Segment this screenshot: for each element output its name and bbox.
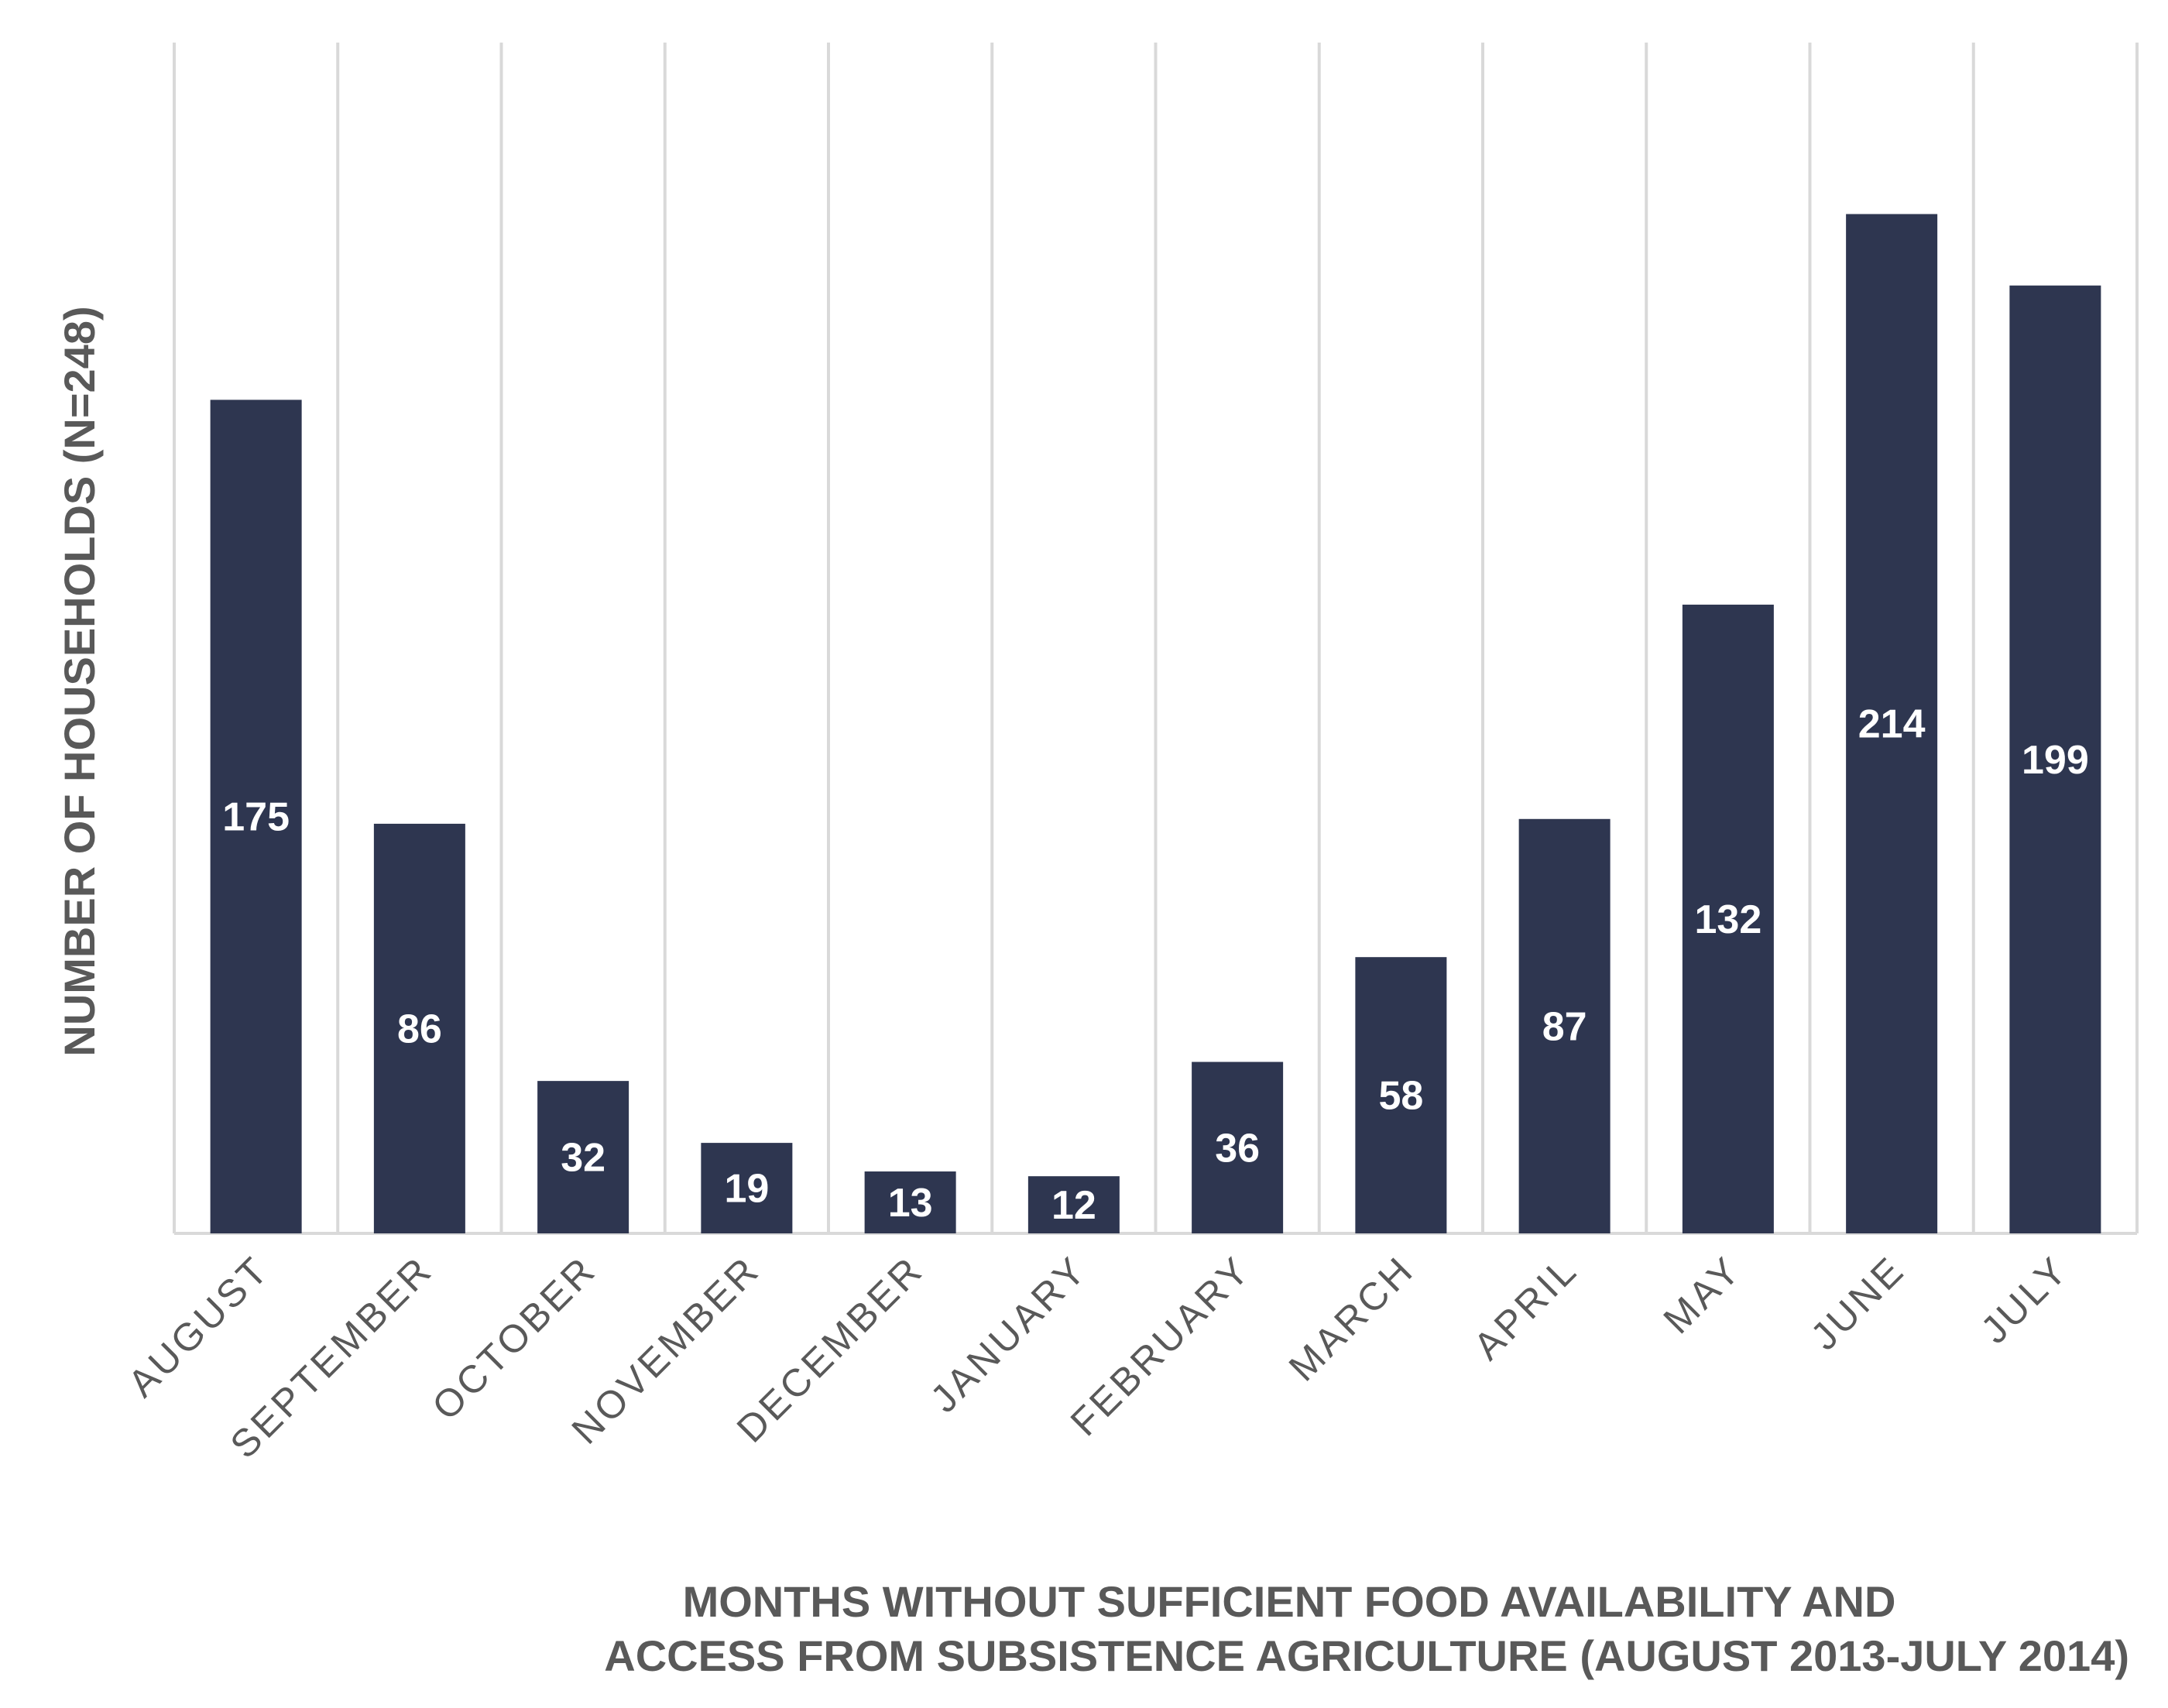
value-label-may: 132 [1694, 897, 1762, 942]
grid-lines [173, 43, 2139, 1235]
bar-november [701, 1143, 793, 1233]
bar-january [1027, 1176, 1120, 1233]
category-label-july: JULY [1972, 1247, 2077, 1352]
y-axis-title: NUMBER OF HOUSEHOLDS (N=248) [55, 306, 104, 1056]
bar-february [1192, 1061, 1284, 1233]
category-label-october: OCTOBER [424, 1247, 605, 1428]
value-label-december: 13 [888, 1181, 933, 1226]
bar-october [537, 1081, 629, 1233]
value-label-february: 36 [1215, 1126, 1260, 1171]
bar-april [1518, 818, 1611, 1233]
value-label-march: 58 [1378, 1074, 1423, 1119]
value-label-june: 214 [1858, 702, 1926, 747]
category-label-june: JUNE [1803, 1247, 1913, 1358]
x-axis-title-line-1: MONTHS WITHOUT SUFFICIENT FOOD AVAILABIL… [683, 1577, 1896, 1626]
bar-july [2009, 285, 2101, 1234]
bar-june [1846, 214, 1938, 1234]
value-label-july: 199 [2022, 738, 2089, 783]
bar-august [210, 400, 302, 1233]
bar-may [1682, 604, 1774, 1233]
value-label-april: 87 [1542, 1004, 1587, 1049]
bar-march [1355, 957, 1447, 1233]
value-label-january: 12 [1051, 1183, 1096, 1228]
value-labels: 175 86 32 19 13 12 36 58 87 132 214 199 [222, 702, 2089, 1228]
category-label-january: JANUARY [922, 1247, 1096, 1421]
bars [210, 214, 2101, 1234]
category-label-august: AUGUST [120, 1247, 278, 1405]
value-label-august: 175 [222, 795, 290, 840]
category-label-march: MARCH [1281, 1247, 1422, 1389]
category-labels: AUGUSTSEPTEMBEROCTOBERNOVEMBERDECEMBERJA… [120, 1247, 2077, 1466]
x-axis-title-line-2: ACCESS FROM SUBSISTENCE AGRICULTURE (AUG… [604, 1631, 2129, 1680]
value-label-november: 19 [724, 1167, 769, 1212]
category-label-may: MAY [1655, 1247, 1750, 1342]
bar-december [864, 1171, 956, 1233]
category-label-april: APRIL [1465, 1247, 1586, 1368]
value-label-october: 32 [561, 1136, 605, 1181]
value-label-september: 86 [397, 1007, 442, 1051]
bar-september [373, 823, 465, 1233]
